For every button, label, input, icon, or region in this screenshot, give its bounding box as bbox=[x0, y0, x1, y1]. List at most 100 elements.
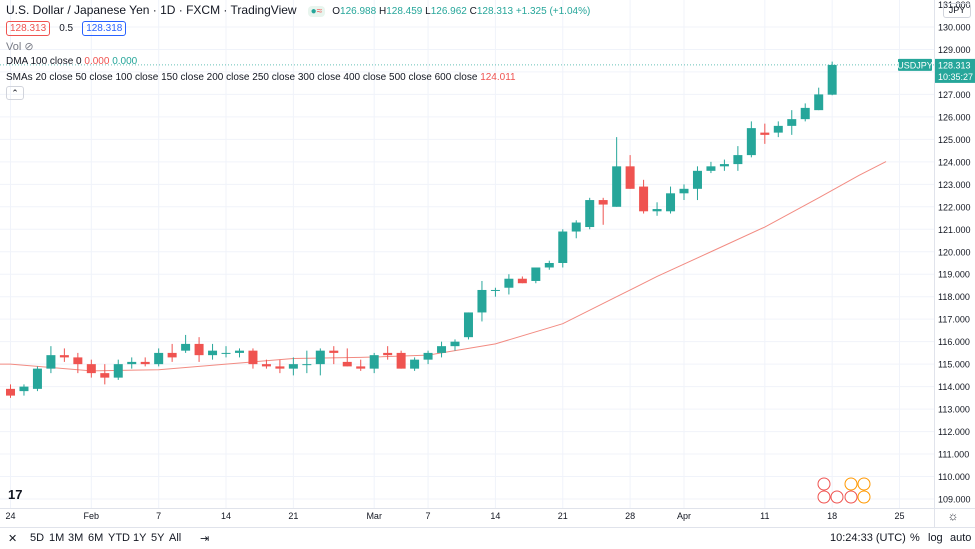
legend-title-row: U.S. Dollar / Japanese Yen · 1D · FXCM ·… bbox=[6, 3, 590, 17]
buy-button[interactable]: 128.318 bbox=[82, 21, 127, 36]
smas-legend[interactable]: SMAs 20 close 50 close 100 close 150 clo… bbox=[6, 72, 516, 83]
event-flag-icon[interactable] bbox=[857, 490, 871, 504]
event-flag-icon[interactable] bbox=[830, 490, 844, 504]
candle bbox=[652, 202, 662, 216]
close-icon[interactable]: ✕ bbox=[8, 533, 18, 545]
candle bbox=[154, 348, 164, 367]
candle bbox=[234, 348, 244, 358]
event-flag-icon[interactable] bbox=[817, 490, 831, 504]
log-toggle[interactable]: log bbox=[928, 532, 943, 544]
collapse-legend-button[interactable]: ⌃ bbox=[6, 86, 24, 100]
volume-label: Vol bbox=[6, 41, 22, 53]
grid bbox=[0, 0, 934, 508]
trade-buttons-row: 128.313 0.5 128.318 bbox=[6, 21, 127, 36]
candle bbox=[275, 359, 285, 374]
spread-value: 0.5 bbox=[59, 23, 74, 34]
candle bbox=[450, 339, 460, 351]
range-all[interactable]: All bbox=[169, 532, 182, 544]
range-1y[interactable]: 1Y bbox=[133, 532, 147, 544]
x-tick-label: 14 bbox=[221, 511, 231, 521]
volume-legend[interactable]: Vol ⊘ bbox=[6, 40, 34, 53]
candle bbox=[302, 350, 312, 374]
currency-selector[interactable]: JPY bbox=[943, 3, 971, 18]
time-axis: 24 Feb 7 14 21 Mar 7 14 21 28 Apr 11 18 25 ☼ bbox=[0, 508, 975, 523]
candle-body bbox=[706, 166, 716, 171]
candle bbox=[288, 357, 298, 376]
y-tick-label: 117.000 bbox=[938, 315, 970, 325]
candle bbox=[679, 184, 689, 201]
candle-body bbox=[73, 357, 83, 365]
auto-toggle[interactable]: auto bbox=[950, 532, 972, 544]
candle-body bbox=[773, 125, 783, 133]
candle-body bbox=[19, 386, 29, 392]
x-tick-label: 21 bbox=[558, 511, 568, 521]
candle-body bbox=[733, 155, 743, 165]
sma-line-layer bbox=[0, 161, 887, 372]
candle-body bbox=[59, 355, 69, 358]
candle bbox=[86, 359, 96, 378]
candle bbox=[490, 287, 500, 297]
clock-time[interactable]: 10:24:33 (UTC) bbox=[830, 532, 906, 544]
range-6m[interactable]: 6M bbox=[88, 532, 104, 544]
range-1m[interactable]: 1M bbox=[49, 532, 65, 544]
candle bbox=[585, 197, 595, 230]
x-tick-label: 7 bbox=[156, 511, 161, 521]
candle-body bbox=[154, 352, 164, 365]
event-flag-icon[interactable] bbox=[817, 477, 831, 491]
y-tick-label: 118.000 bbox=[938, 292, 970, 302]
event-flag-icon[interactable] bbox=[844, 490, 858, 504]
y-tick-label: 114.000 bbox=[938, 382, 970, 392]
candle-body bbox=[261, 364, 271, 367]
candle bbox=[814, 87, 824, 111]
candle bbox=[167, 343, 177, 362]
candle-body bbox=[181, 343, 191, 351]
range-ytd[interactable]: YTD bbox=[108, 532, 130, 544]
candle bbox=[59, 348, 69, 362]
event-flag-icon[interactable] bbox=[857, 477, 871, 491]
dma-legend[interactable]: DMA 100 close 0 0.000 0.000 bbox=[6, 56, 137, 67]
smas-value: 124.011 bbox=[480, 72, 516, 83]
candle bbox=[6, 384, 15, 398]
candle-body bbox=[571, 222, 581, 232]
candle-body bbox=[814, 94, 824, 111]
candle bbox=[531, 267, 541, 284]
dma-value-2: 0.000 bbox=[112, 56, 138, 67]
range-5y[interactable]: 5Y bbox=[151, 532, 165, 544]
candle-body bbox=[517, 278, 527, 284]
candle-body bbox=[410, 359, 420, 369]
candle bbox=[706, 161, 716, 174]
candle bbox=[396, 350, 406, 369]
y-tick-label: 111.000 bbox=[938, 450, 969, 460]
candle bbox=[19, 384, 29, 396]
settings-gear-icon[interactable]: ☼ bbox=[948, 509, 959, 523]
y-tick-label: 112.000 bbox=[938, 427, 970, 437]
candle bbox=[356, 359, 366, 371]
candle bbox=[517, 276, 527, 284]
candle bbox=[73, 352, 83, 374]
candle bbox=[248, 348, 258, 369]
candle bbox=[800, 103, 810, 122]
symbol-label: USDJPY bbox=[897, 60, 933, 70]
y-tick-label: 110.000 bbox=[938, 472, 970, 482]
candle-body bbox=[800, 107, 810, 120]
candle bbox=[437, 341, 447, 358]
tradingview-logo-icon[interactable]: 17 bbox=[8, 487, 23, 502]
candle-body bbox=[208, 350, 218, 356]
candle bbox=[477, 280, 487, 322]
sell-button[interactable]: 128.313 bbox=[6, 21, 51, 36]
goto-date-icon[interactable]: ⇥ bbox=[200, 533, 210, 545]
symbol-title[interactable]: U.S. Dollar / Japanese Yen · 1D · FXCM ·… bbox=[6, 3, 297, 17]
candle bbox=[571, 220, 581, 239]
candle bbox=[827, 61, 837, 96]
eye-hidden-icon[interactable]: ⊘ bbox=[24, 41, 34, 53]
candle bbox=[504, 274, 514, 295]
range-5d[interactable]: 5D bbox=[30, 532, 45, 544]
percent-toggle[interactable]: % bbox=[910, 532, 920, 544]
y-tick-label: 113.000 bbox=[938, 405, 970, 415]
event-flag-icon[interactable] bbox=[844, 477, 858, 491]
candle-body bbox=[679, 188, 689, 194]
market-status-badge[interactable]: ●≈ bbox=[307, 6, 326, 17]
range-3m[interactable]: 3M bbox=[68, 532, 84, 544]
candle-body bbox=[248, 350, 258, 365]
